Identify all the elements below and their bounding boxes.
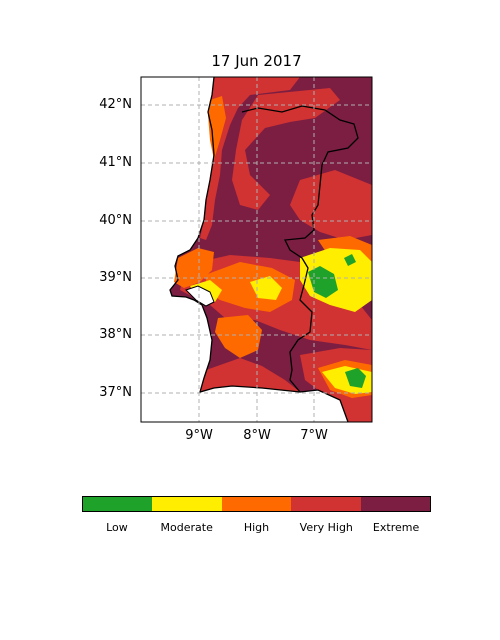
colorbar-labels: Low Moderate High Very High Extreme xyxy=(82,521,431,534)
colorbar-label-moderate: Moderate xyxy=(160,521,213,534)
very-high-zone-east xyxy=(290,170,372,240)
low-zone-east xyxy=(308,266,338,298)
moderate-zone-center xyxy=(250,276,282,300)
colorbar-low xyxy=(83,497,153,511)
lat-tick-38: 38°N xyxy=(99,327,132,342)
low-zone-small xyxy=(344,254,356,266)
lon-tick-9w: 9°W xyxy=(185,428,213,443)
lat-tick-37: 37°N xyxy=(99,385,132,400)
high-zone-southwest xyxy=(215,315,262,358)
low-zone-se xyxy=(345,368,366,388)
moderate-zone-east xyxy=(300,248,372,312)
estuary xyxy=(185,285,215,307)
lon-tick-8w: 8°W xyxy=(243,428,271,443)
lon-tick-7w: 7°W xyxy=(300,428,328,443)
colorbar-high xyxy=(221,497,292,511)
colorbar-very-high xyxy=(291,497,361,511)
map-frame xyxy=(140,76,373,423)
very-high-zone-south xyxy=(200,358,300,392)
lat-tick-39: 39°N xyxy=(99,270,132,285)
colorbar-extreme xyxy=(360,497,431,511)
very-high-zone-interior xyxy=(232,88,340,210)
colorbar-label-very-high: Very High xyxy=(299,521,353,534)
gridlines xyxy=(141,77,372,422)
map-title: 17 Jun 2017 xyxy=(211,52,302,70)
lat-tick-42: 42°N xyxy=(99,97,132,112)
colorbar xyxy=(82,496,431,512)
colorbar-label-extreme: Extreme xyxy=(372,521,420,534)
colorbar-label-high: High xyxy=(243,521,270,534)
lat-tick-41: 41°N xyxy=(99,155,132,170)
colorbar-moderate xyxy=(152,497,222,511)
colorbar-label-low: Low xyxy=(106,521,128,534)
lat-tick-40: 40°N xyxy=(99,213,132,228)
coastline xyxy=(169,77,349,422)
